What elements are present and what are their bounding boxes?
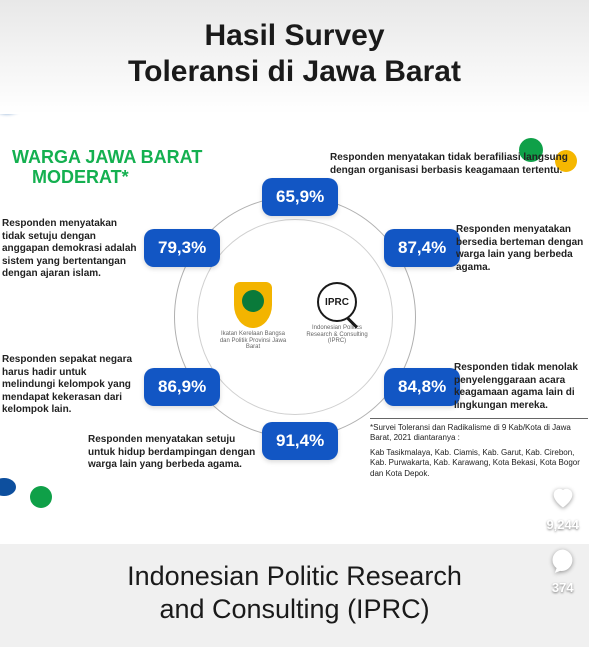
footer: Indonesian Politic Research and Consulti…: [0, 544, 589, 647]
stat-desc: Responden menyatakan tidak berafiliasi l…: [330, 152, 580, 177]
stat-desc: Responden menyatakan tidak setuju dengan…: [2, 218, 142, 281]
likes-count: 9,244: [546, 517, 579, 532]
stat-pill: 86,9%: [144, 368, 220, 406]
stat-desc: Responden sepakat negara harus hadir unt…: [2, 354, 142, 417]
comment-icon[interactable]: [548, 546, 578, 574]
stat-pill: 79,3%: [144, 229, 220, 267]
section-title-l2: MODERAT*: [32, 167, 129, 187]
dot-decor: [0, 478, 16, 496]
logo-right-caption: Indonesian Politics Research & Consultin…: [302, 325, 372, 345]
footnote-l1: *Survei Toleransi dan Radikalisme di 9 K…: [370, 423, 588, 444]
footnote-l2: Kab Tasikmalaya, Kab. Ciamis, Kab. Garut…: [370, 448, 588, 479]
stat-pill: 84,8%: [384, 368, 460, 406]
page-title: Hasil Survey Toleransi di Jawa Barat: [20, 18, 569, 90]
header: Hasil Survey Toleransi di Jawa Barat: [0, 0, 589, 114]
iprc-label: IPRC: [325, 297, 349, 308]
stat-desc: Responden menyatakan setuju untuk hidup …: [88, 434, 260, 472]
org-name: Indonesian Politic Research and Consulti…: [20, 560, 569, 628]
footer-l2: and Consulting (IPRC): [159, 594, 429, 624]
footer-l1: Indonesian Politic Research: [127, 561, 462, 591]
dot-decor: [30, 486, 52, 508]
logo-left-caption: Ikatan Kerelaan Bangsa dan Politik Provi…: [218, 331, 288, 351]
infographic-area: Ikatan Kerelaan Bangsa dan Politik Provi…: [0, 140, 589, 540]
section-title-l1: WARGA JAWA BARAT: [12, 147, 202, 167]
stat-desc: Responden menyatakan bersedia berteman d…: [456, 224, 588, 274]
title-line2: Toleransi di Jawa Barat: [128, 55, 461, 88]
footnote: *Survei Toleransi dan Radikalisme di 9 K…: [370, 418, 588, 479]
social-overlay: 9,244 374: [546, 483, 579, 595]
logo-left: Ikatan Kerelaan Bangsa dan Politik Provi…: [218, 282, 288, 351]
magnifier-icon: IPRC: [317, 282, 357, 322]
section-title: WARGA JAWA BARAT MODERAT*: [12, 148, 202, 188]
heart-icon[interactable]: [548, 483, 578, 511]
logo-right: IPRC Indonesian Politics Research & Cons…: [302, 282, 372, 345]
title-line1: Hasil Survey: [204, 19, 384, 52]
shield-icon: [234, 282, 272, 328]
stat-pill: 91,4%: [262, 422, 338, 460]
stat-pill: 65,9%: [262, 178, 338, 216]
stat-desc: Responden tidak menolak penyelenggaraan …: [454, 362, 588, 412]
stat-pill: 87,4%: [384, 229, 460, 267]
comments-count: 374: [552, 580, 574, 595]
